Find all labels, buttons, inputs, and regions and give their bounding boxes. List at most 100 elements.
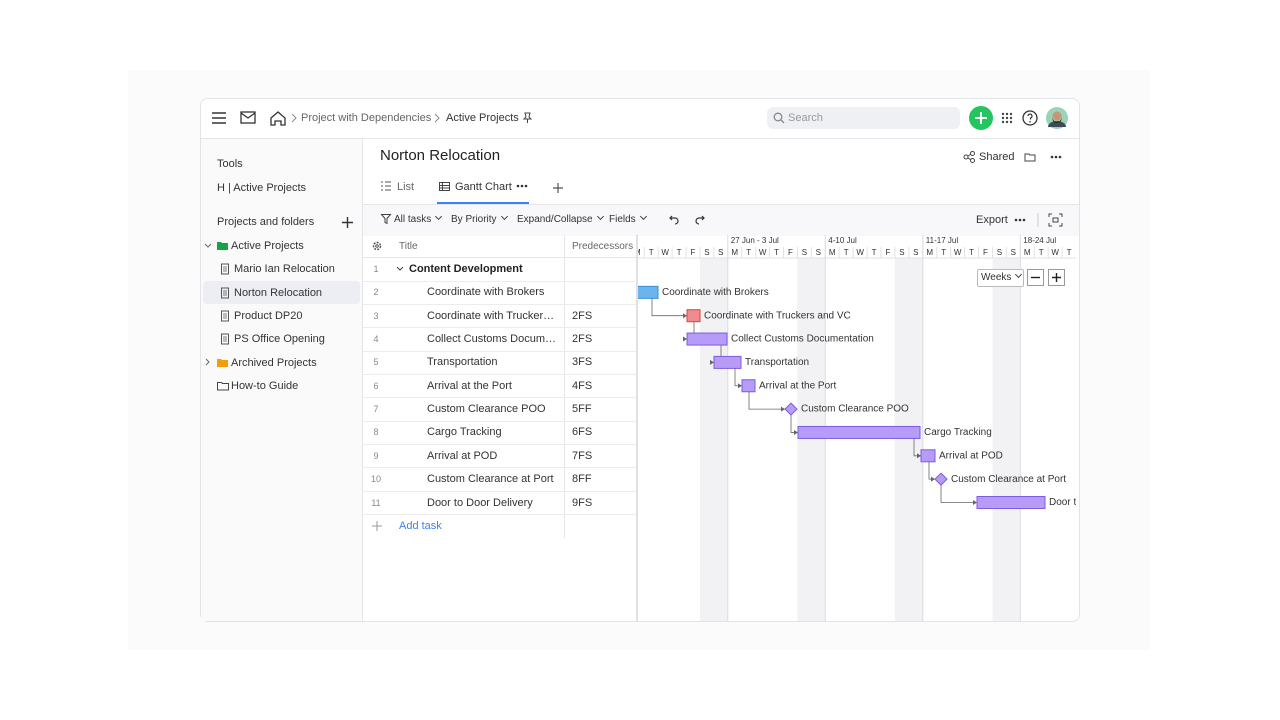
tab-actions[interactable] [516,183,564,196]
weekend-shade [992,258,1007,621]
predecessor: 7FS [572,449,593,462]
search-box[interactable] [767,107,960,129]
group-title[interactable]: Content Development [409,263,523,275]
sidebar-item[interactable]: Mario Ian Relocation [234,263,335,276]
filter-dropdown[interactable]: All tasks [394,213,441,227]
row-border [363,373,637,375]
day-label: W [1051,248,1059,257]
week-label: 18-24 Jul [1023,236,1056,245]
pane-divider [636,235,638,621]
day-label: W [759,248,767,257]
predecessor: 2FS [572,309,593,322]
task-title[interactable]: Door to Door Delivery [427,496,533,509]
toolbar-actions[interactable] [1014,213,1064,227]
task-title[interactable]: Arrival at the Port [427,379,512,392]
filter-dropdown[interactable]: By Priority [451,213,507,227]
breadcrumb-separator [434,113,440,123]
day-label: W [954,248,962,257]
zoom-buttons[interactable] [1027,269,1067,287]
settings-icon[interactable] [372,241,382,251]
link-arrow [738,383,742,389]
column-header[interactable]: Title [399,241,418,252]
tab[interactable]: Gantt Chart [455,181,512,193]
weekend-shade [1006,258,1021,621]
task-title[interactable]: Coordinate with Brokers [427,286,545,299]
link-arrow [973,500,977,505]
day-label: T [746,248,751,257]
column-header[interactable]: Predecessors [572,241,634,252]
row-border [363,280,637,282]
predecessor: 3FS [572,356,593,369]
gantt-chart: MTWTFSSMTWTFSSMTWTFSSMTWTFSSMTWT27 Jun -… [638,235,1076,621]
sidebar-item[interactable]: PS Office Opening [234,333,325,346]
day-label: M [731,248,738,257]
folder-line-icon [217,382,229,391]
breadcrumb-item[interactable]: Active Projects [446,112,519,124]
predecessor: 9FS [572,496,593,509]
breadcrumb-item[interactable]: Project with Dependencies [301,112,432,124]
day-label: S [718,248,723,257]
sidebar-item[interactable]: Active Projects [231,240,304,252]
task-bar [920,449,936,463]
task-title[interactable]: Arrival at POD [427,449,498,462]
task-title[interactable]: Collect Customs Documentation [427,333,557,346]
sidebar-item[interactable]: Archived Projects [231,356,317,369]
week-label: 4-10 Jul [828,236,857,245]
sidebar-tool[interactable]: H | Active Projects [217,182,307,194]
week-label: 11-17 Jul [926,236,959,245]
weekend-shade [797,258,812,621]
sidebar-item[interactable]: How-to Guide [231,380,299,393]
day-label: S [802,248,807,257]
weekend-shade [699,258,714,621]
predecessor: 8FF [572,473,592,486]
share-icon [963,151,975,163]
predecessor: 2FS [572,333,593,346]
task-title[interactable]: Transportation [427,356,498,369]
pin-icon[interactable] [521,112,533,124]
active-tab-indicator [437,202,529,204]
task-bar [797,425,921,439]
topbar-actions[interactable] [968,105,1072,131]
row-number: 9 [373,450,379,461]
day-label: S [899,248,904,257]
row-border [363,397,637,399]
day-label: F [691,248,696,257]
weekend-shade [811,258,826,621]
bar-label: Coordinate with Brokers [662,287,769,298]
dependency-link [651,298,687,317]
task-bar [686,309,701,323]
search-placeholder: Search [788,112,823,124]
zoom-label[interactable]: Weeks [981,271,1021,285]
add-icon [372,520,382,531]
add-project-button[interactable] [342,217,353,228]
breadcrumb-separator [291,113,297,123]
filter-dropdown[interactable]: Fields [609,213,646,227]
topbar-border [201,138,1079,139]
header-actions[interactable] [1024,152,1065,162]
link-arrow [794,429,798,435]
list-icon [381,181,391,191]
sidebar-item[interactable]: Norton Relocation [234,286,323,299]
link-arrow [710,359,714,365]
tab[interactable]: List [397,181,415,193]
filter-dropdown[interactable]: Expand/Collapse [517,213,603,227]
filter-icon [380,214,392,225]
task-title[interactable]: Coordinate with Truckers and VC [427,309,557,322]
row-number: 5 [373,357,379,368]
export-button[interactable]: Export [976,214,1008,226]
shared-button[interactable]: Shared [979,151,1015,163]
sidebar-item[interactable]: Product DP20 [234,310,303,323]
row-number: 6 [373,380,379,391]
sidebar-heading: Projects and folders [217,216,315,228]
undo-redo[interactable] [669,214,705,225]
day-label: F [788,248,793,257]
task-title[interactable]: Custom Clearance POO [427,403,546,416]
task-title[interactable]: Cargo Tracking [427,426,502,439]
dependency-link [748,391,785,410]
tree-arrow [205,358,210,366]
task-title[interactable]: Custom Clearance at Port [427,473,554,486]
topbar-icons[interactable] [212,111,292,127]
row-number: 7 [373,404,379,415]
add-task-button[interactable]: Add task [399,519,442,532]
selected-item-bg [203,281,360,304]
